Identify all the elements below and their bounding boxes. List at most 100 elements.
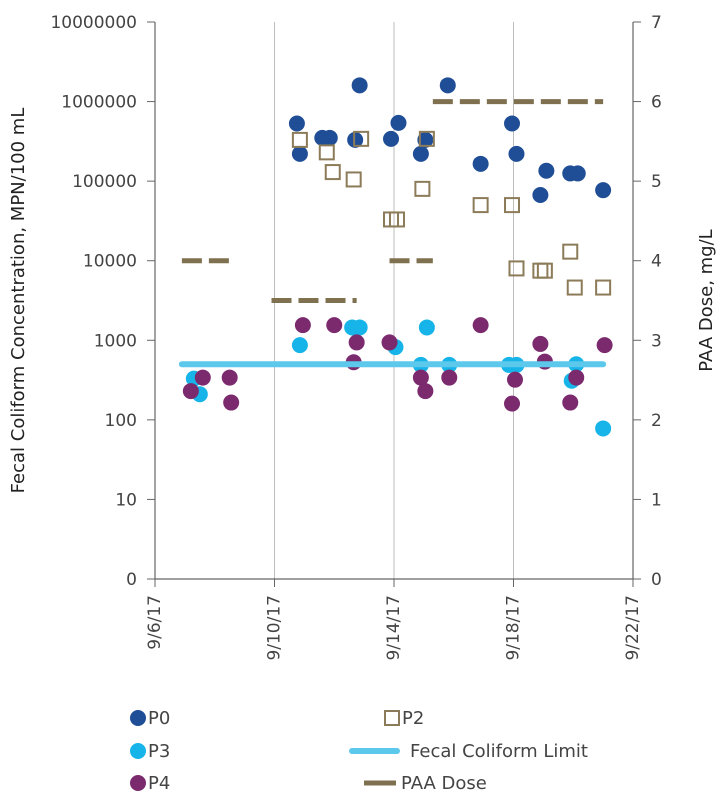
data-point-p4	[326, 317, 343, 334]
data-point-p2	[324, 164, 341, 181]
legend-label: Fecal Coliform Limit	[410, 741, 588, 762]
y2-tick-label: 7	[651, 13, 662, 33]
series-p3	[185, 319, 612, 437]
data-point-p0	[439, 77, 456, 94]
data-point-p4	[381, 334, 398, 351]
legend: P0 P2 P3 Fecal Coliform Limit P4 PAA Dose	[130, 708, 588, 794]
data-point-p2	[414, 180, 431, 197]
data-point-p2	[566, 279, 583, 296]
data-point-p2	[562, 243, 579, 260]
data-point-p0	[321, 129, 338, 146]
data-point-p4	[596, 337, 613, 354]
x-tick-label: 9/10/17	[265, 595, 285, 661]
y2-tick-label: 6	[651, 93, 662, 113]
data-point-p3	[351, 319, 368, 336]
data-point-p3	[418, 319, 435, 336]
data-marks	[178, 77, 613, 437]
legend-label: P0	[148, 708, 170, 729]
x-tick-label: 9/18/17	[504, 595, 524, 661]
data-point-p2	[532, 262, 549, 279]
y-tick-label: 1000	[94, 331, 137, 351]
x-tick-label: 9/14/17	[384, 595, 404, 661]
y-tick-label: 1000000	[61, 93, 137, 113]
data-point-p2	[383, 211, 400, 228]
data-point-p2	[418, 130, 435, 147]
data-point-p3	[291, 337, 308, 354]
data-point-p0	[569, 165, 586, 182]
data-point-p0	[508, 145, 525, 162]
data-point-p0	[288, 115, 305, 132]
data-point-p4	[506, 371, 523, 388]
data-point-p2	[345, 171, 362, 188]
y2-tick-label: 4	[651, 252, 662, 272]
series-p2	[291, 130, 612, 296]
x-tick-label: 9/6/17	[145, 595, 165, 650]
data-point-p0	[504, 115, 521, 132]
y-tick-label: 10	[115, 490, 137, 510]
data-point-p0	[595, 182, 612, 199]
data-point-p3	[595, 420, 612, 437]
data-point-p2	[472, 197, 489, 214]
series-p0	[288, 77, 612, 203]
data-point-p4	[504, 395, 521, 412]
legend-item: P0	[130, 708, 170, 729]
x-tick-label: 9/22/17	[623, 595, 643, 661]
data-point-p4	[348, 334, 365, 351]
y-axis-title: Fecal Coliform Concentration, MPN/100 mL	[8, 108, 29, 494]
data-point-p2	[318, 144, 335, 161]
data-point-p4	[568, 369, 585, 386]
data-point-p0	[351, 77, 368, 94]
data-point-p4	[223, 394, 240, 411]
legend-item: P2	[384, 708, 424, 729]
y2-tick-label: 3	[651, 331, 662, 351]
legend-item: PAA Dose	[364, 773, 487, 794]
data-point-p0	[532, 186, 549, 203]
y-tick-label: 100000	[72, 172, 137, 192]
data-point-p4	[441, 369, 458, 386]
y2-tick-label: 5	[651, 172, 662, 192]
legend-swatch	[130, 710, 146, 726]
legend-item: Fecal Coliform Limit	[349, 741, 588, 762]
data-point-p0	[383, 130, 400, 147]
data-point-p4	[221, 369, 238, 386]
y-tick-label: 10000000	[50, 13, 137, 33]
data-point-p0	[412, 145, 429, 162]
data-point-p4	[182, 383, 199, 400]
data-point-p2	[595, 279, 612, 296]
legend-item: P3	[130, 741, 170, 762]
data-point-p4	[194, 369, 211, 386]
legend-swatch	[130, 743, 146, 759]
data-point-p0	[417, 131, 434, 148]
data-point-p2	[291, 131, 308, 148]
legend-label: P2	[402, 708, 424, 729]
y-tick-label: 0	[126, 570, 137, 590]
data-point-p0	[291, 145, 308, 162]
data-point-p4	[417, 383, 434, 400]
data-point-p4	[412, 369, 429, 386]
y-tick-label: 10000	[83, 252, 137, 272]
data-point-p0	[472, 155, 489, 172]
data-point-p2	[508, 260, 525, 277]
data-point-p4	[532, 335, 549, 352]
data-point-p0	[390, 114, 407, 131]
series-paa-dose	[181, 99, 604, 303]
y2-axis-title: PAA Dose, mg/L	[696, 229, 717, 371]
legend-swatch	[130, 775, 146, 791]
y2-tick-label: 2	[651, 411, 662, 431]
legend-label: P3	[148, 741, 170, 762]
data-point-p4	[294, 317, 311, 334]
data-point-p2	[353, 130, 370, 147]
data-point-p0	[538, 162, 555, 179]
data-point-p2	[388, 211, 405, 228]
axes: 9/6/17 9/10/17 9/14/17 9/18/17 9/22/17010100…	[50, 13, 661, 661]
y2-tick-label: 0	[651, 570, 662, 590]
y2-tick-label: 1	[651, 490, 662, 510]
legend-swatch	[384, 710, 400, 726]
data-point-p4	[562, 394, 579, 411]
data-point-p2	[536, 262, 553, 279]
y-tick-label: 100	[105, 411, 137, 431]
legend-item: P4	[130, 773, 170, 794]
data-point-p4	[472, 317, 489, 334]
data-point-p0	[347, 131, 364, 148]
